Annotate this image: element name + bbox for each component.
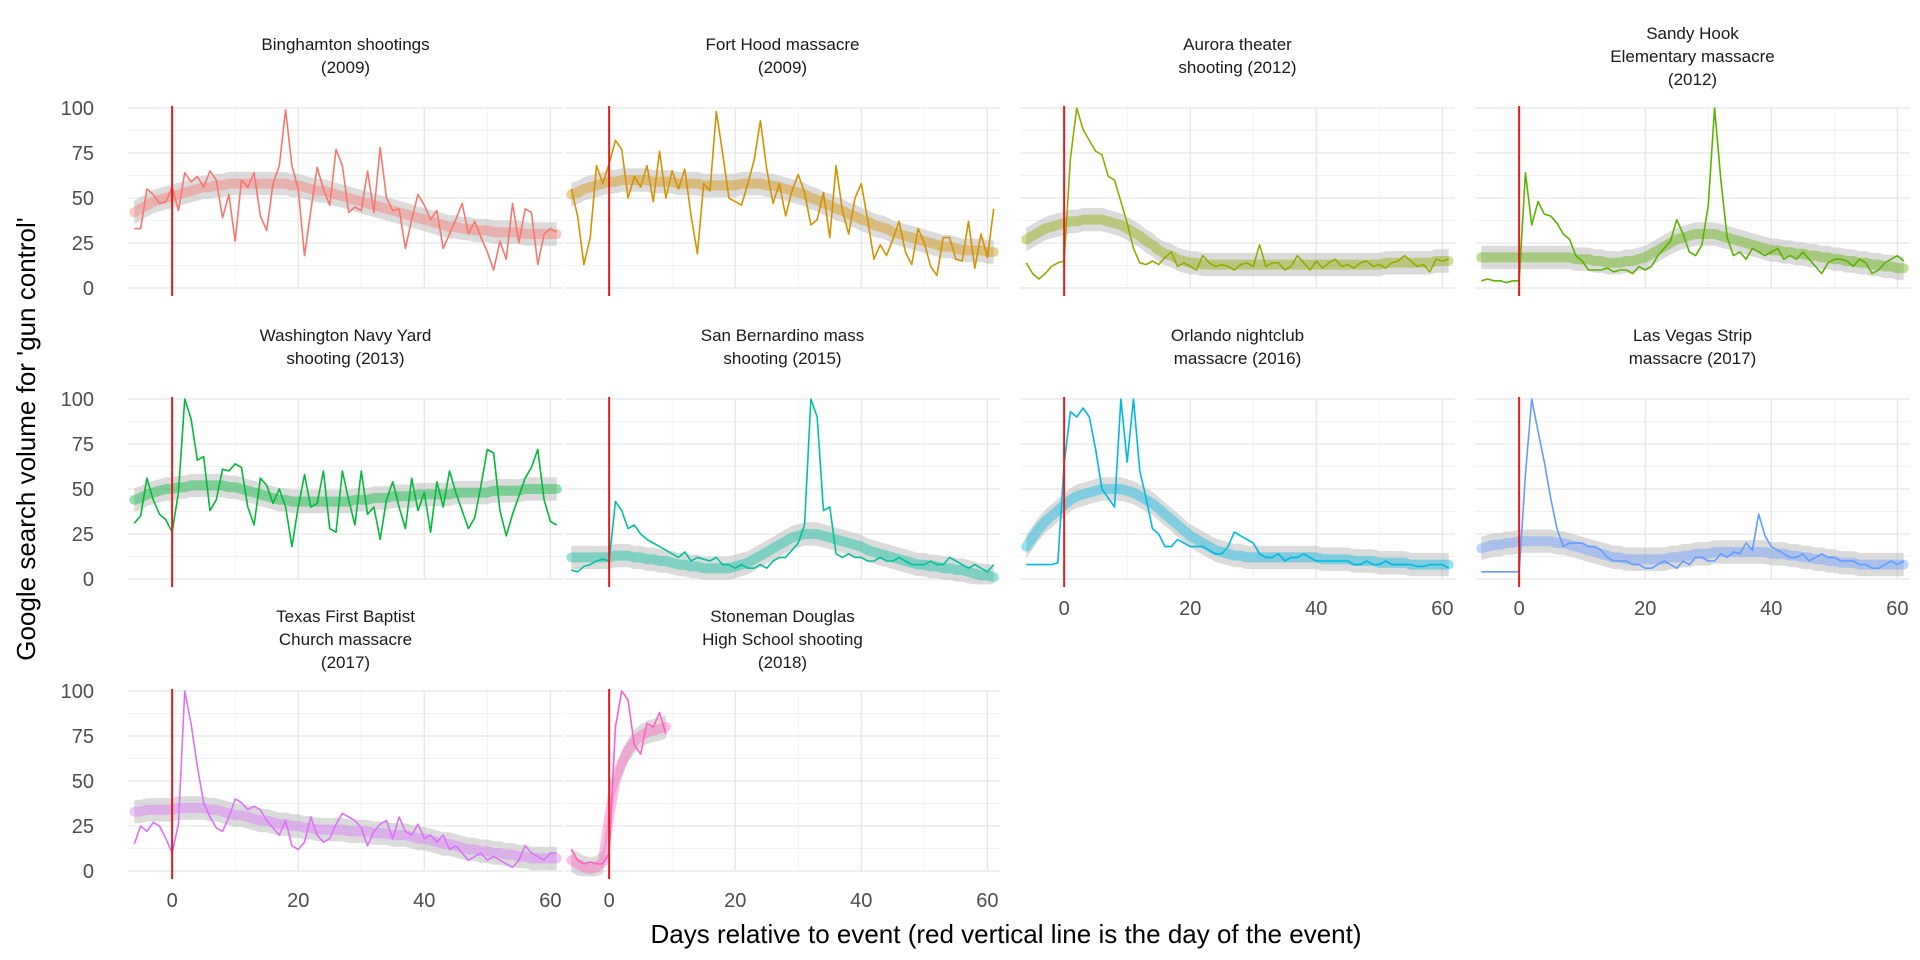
facet-title-line: (2009)	[321, 58, 370, 77]
x-tick-label: 0	[167, 890, 178, 912]
smooth-trend-line	[1476, 536, 1909, 570]
series-line	[1025, 107, 1449, 280]
x-tick-label: 0	[1514, 598, 1525, 620]
y-tick-label: 0	[83, 569, 94, 591]
facet-title-line: shooting (2013)	[286, 349, 404, 368]
x-axis-title: Days relative to event (red vertical lin…	[650, 919, 1361, 949]
x-tick-label: 20	[724, 890, 746, 912]
facet-panel: Fort Hood massacre (2009)	[565, 35, 1000, 296]
smooth-confidence-band	[1026, 477, 1449, 577]
facet-title-line: San Bernardino mass	[701, 326, 864, 345]
facet-title-line: Texas First Baptist	[276, 607, 415, 626]
series-line	[570, 110, 995, 277]
facet-panel: Stoneman Douglas High School shooting (201…	[565, 607, 1000, 912]
facet-title-line: Stoneman Douglas	[710, 607, 855, 626]
smooth-confidence-band	[134, 796, 557, 871]
smooth-confidence-band	[134, 473, 557, 514]
smooth-confidence-band	[571, 522, 994, 585]
y-tick-label: 50	[72, 771, 94, 793]
y-tick-label: 25	[72, 524, 94, 546]
smooth-confidence-band	[571, 715, 666, 877]
y-tick-label: 25	[72, 816, 94, 838]
y-tick-label: 75	[72, 143, 94, 165]
facet-title-line: shooting (2015)	[723, 349, 841, 368]
y-tick-label: 75	[72, 726, 94, 748]
x-tick-label: 20	[1179, 598, 1201, 620]
facet-title-line: Aurora theater	[1183, 35, 1292, 54]
smooth-confidence-band	[571, 168, 994, 264]
y-tick-label: 50	[72, 188, 94, 210]
series-line	[134, 109, 558, 271]
facet-title-line: (2018)	[758, 653, 807, 672]
x-tick-label: 60	[1886, 598, 1908, 620]
x-tick-label: 0	[1059, 598, 1070, 620]
series-line	[571, 398, 995, 573]
smooth-trend-line	[129, 178, 562, 239]
smooth-trend-line	[129, 480, 562, 507]
smooth-trend-line	[566, 722, 671, 875]
series-line	[570, 690, 667, 865]
series-line	[1481, 107, 1905, 284]
facet-title-line: Elementary massacre	[1610, 47, 1774, 66]
facet-title-line: massacre (2016)	[1174, 349, 1302, 368]
y-tick-label: 50	[72, 479, 94, 501]
y-tick-label: 0	[83, 278, 94, 300]
smooth-confidence-band	[1481, 529, 1904, 577]
smooth-confidence-band	[1026, 207, 1449, 277]
facet-title-line: High School shooting	[702, 630, 863, 649]
x-tick-label: 40	[413, 890, 435, 912]
panels-layer: Binghamton shootings (2009) 0 25 50 75 100 Fort…	[61, 24, 1910, 912]
y-tick-label: 100	[61, 681, 94, 703]
series-line	[1026, 398, 1450, 569]
series-line	[133, 398, 558, 548]
facet-title-line: Binghamton shootings	[261, 35, 429, 54]
y-tick-label: 100	[61, 389, 94, 411]
y-tick-label: 100	[61, 98, 94, 120]
facet-title-line: Orlando nightclub	[1171, 326, 1304, 345]
facet-title-line: Church massacre	[279, 630, 412, 649]
facet-title-line: Fort Hood massacre	[706, 35, 860, 54]
facet-title-line: (2009)	[758, 58, 807, 77]
y-tick-label: 25	[72, 233, 94, 255]
y-tick-label: 75	[72, 434, 94, 456]
x-tick-label: 20	[1634, 598, 1656, 620]
series-line	[133, 690, 557, 869]
facet-title-line: (2012)	[1668, 70, 1717, 89]
facet-panel: Sandy Hook Elementary massacre (2012)	[1475, 24, 1910, 296]
facet-title-line: shooting (2012)	[1178, 58, 1296, 77]
y-axis-title: Google search volume for 'gun control'	[11, 217, 41, 661]
facet-panel: Washington Navy Yard shooting (2013) 0 25 50…	[61, 326, 563, 591]
x-tick-label: 60	[539, 890, 561, 912]
smooth-trend-line	[129, 803, 562, 864]
series-line	[1481, 398, 1905, 573]
facet-title-line: Sandy Hook	[1646, 24, 1739, 43]
x-tick-label: 60	[1431, 598, 1453, 620]
facet-panel: San Bernardino mass shooting (2015)	[565, 326, 1000, 587]
x-tick-label: 0	[604, 890, 615, 912]
facet-panel: Aurora theater shooting (2012)	[1020, 35, 1455, 296]
x-tick-label: 40	[850, 890, 872, 912]
facet-title-line: Washington Navy Yard	[260, 326, 432, 345]
x-tick-label: 20	[287, 890, 309, 912]
facet-panel: Orlando nightclub massacre (2016) 0 20 40 60	[1020, 326, 1455, 620]
y-tick-label: 0	[83, 861, 94, 883]
smooth-trend-line	[1021, 484, 1454, 570]
x-tick-label: 40	[1305, 598, 1327, 620]
smooth-confidence-band	[1481, 222, 1904, 280]
facet-panel: Texas First Baptist Church massacre (2017)…	[61, 607, 563, 912]
facet-title-line: massacre (2017)	[1629, 349, 1757, 368]
facet-panel: Binghamton shootings (2009) 0 25 50 75 100	[61, 35, 563, 300]
facet-panel: Las Vegas Strip massacre (2017) 0 20 40 60	[1475, 326, 1910, 620]
x-tick-label: 40	[1760, 598, 1782, 620]
facet-title-line: Las Vegas Strip	[1633, 326, 1752, 345]
x-tick-label: 60	[976, 890, 998, 912]
facet-title-line: (2017)	[321, 653, 370, 672]
